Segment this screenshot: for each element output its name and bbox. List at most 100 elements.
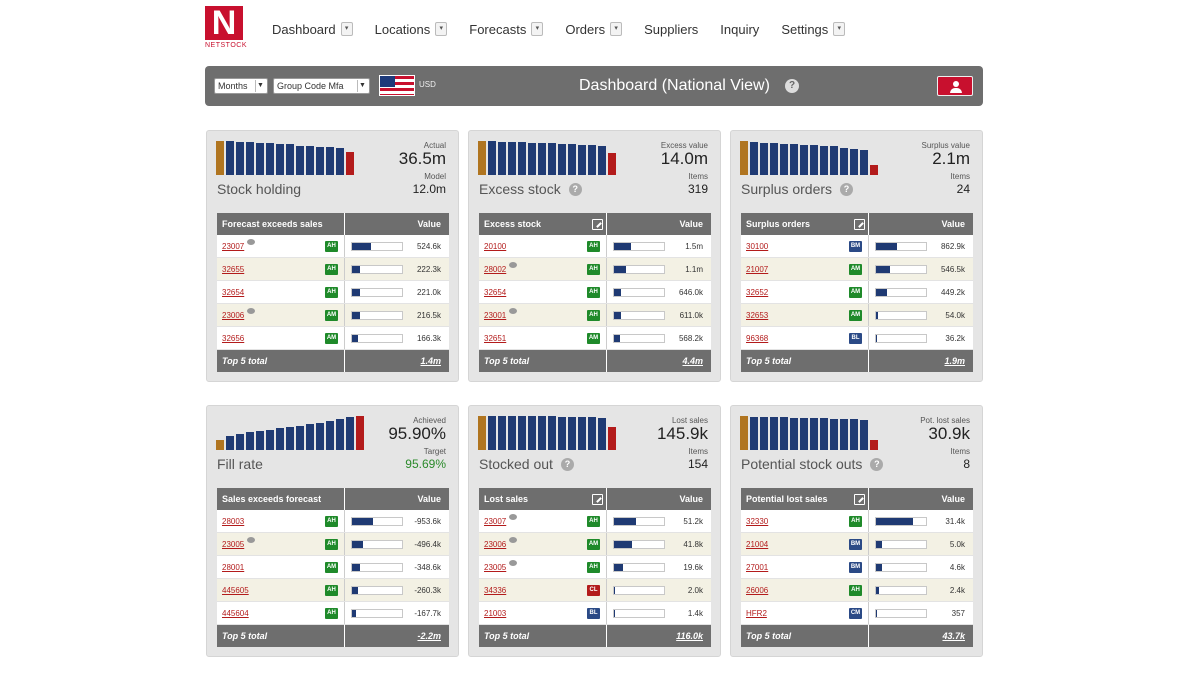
chevron-down-icon[interactable]: ▾ [435,22,448,36]
row-value: 41.8k [683,539,703,549]
chevron-down-icon[interactable]: ▾ [340,22,353,36]
help-icon[interactable]: ? [785,79,799,93]
item-code-link[interactable]: 20100 [484,241,507,251]
table-row: 21007 AM 546.5k [741,258,973,281]
comment-icon[interactable] [509,262,518,268]
edit-icon[interactable] [592,493,603,505]
value-bar [875,287,927,297]
item-code-link[interactable]: 445604 [222,608,249,618]
item-code-link[interactable]: 32330 [746,516,769,526]
value-bar [351,539,403,549]
item-code-link[interactable]: 445605 [222,585,249,595]
item-code-link[interactable]: 32654 [484,287,507,297]
table-row: 28002 AH 1.1m [479,258,711,281]
sparkline-bar [346,417,354,450]
nav-locations[interactable]: Locations ▾ [375,20,448,38]
chevron-down-icon[interactable]: ▾ [531,22,544,36]
row-value: 5.0k [949,539,965,549]
item-code-link[interactable]: 28002 [484,264,507,274]
item-code-link[interactable]: 27001 [746,562,769,572]
item-code-link[interactable]: 32656 [222,333,245,343]
comment-icon[interactable] [509,537,518,543]
item-code-link[interactable]: 23005 [484,562,507,572]
value-bar [613,287,665,297]
netstock-logo[interactable]: N NETSTOCK [205,6,247,54]
item-code-link[interactable]: 28003 [222,516,245,526]
table-row: 20100 AH 1.5m [479,235,711,258]
help-icon[interactable]: ? [840,182,854,196]
item-code-link[interactable]: 21007 [746,264,769,274]
potential-stock-outs-sparkline[interactable] [740,416,880,450]
item-code-link[interactable]: 23005 [222,539,245,549]
item-code-link[interactable]: 30100 [746,241,769,251]
row-value: 216.5k [416,310,441,320]
table-row: 32330 AH 31.4k [741,510,973,533]
sparkline-bar [870,165,878,175]
nav-orders[interactable]: Orders ▾ [565,20,623,38]
item-code-link[interactable]: 23006 [222,310,245,320]
total-value-link[interactable]: -2.2m [417,631,441,641]
item-code-link[interactable]: 26006 [746,585,769,595]
item-code-link[interactable]: 23007 [484,516,507,526]
comment-icon[interactable] [247,308,256,314]
sparkline-bar [800,145,808,175]
value-bar [351,241,403,251]
total-value-link[interactable]: 1.9m [944,356,965,366]
nav-settings[interactable]: Settings ▾ [781,20,846,38]
total-value-link[interactable]: 43.7k [942,631,965,641]
help-icon[interactable]: ? [568,182,582,196]
group-code-select[interactable]: Group Code Mfa ▼ [273,78,370,94]
comment-icon[interactable] [247,239,256,245]
total-value-link[interactable]: 4.4m [682,356,703,366]
stock-holding-sparkline[interactable] [216,141,356,175]
edit-icon[interactable] [854,218,865,230]
item-code-link[interactable]: 32655 [222,264,245,274]
item-code-link[interactable]: 23001 [484,310,507,320]
nav-inquiry[interactable]: Inquiry [720,20,759,38]
comment-icon[interactable] [509,308,518,314]
table-row: 32651 AM 568.2k [479,327,711,350]
fill-rate-sparkline[interactable] [216,416,366,450]
nav-forecasts[interactable]: Forecasts ▾ [469,20,544,38]
potential-stock-outs-table: Potential lost sales Value 32330 AH 31.4k 210… [741,488,973,647]
item-code-link[interactable]: 32654 [222,287,245,297]
item-code-link[interactable]: 32653 [746,310,769,320]
table-row: 32653 AM 54.0k [741,304,973,327]
us-flag-icon[interactable] [379,75,415,96]
nav-dashboard[interactable]: Dashboard ▾ [272,20,353,38]
user-button[interactable] [937,76,973,96]
nav-suppliers[interactable]: Suppliers [644,20,698,38]
surplus-orders-sparkline[interactable] [740,141,880,175]
sparkline-bar [810,418,818,450]
value-bar [351,608,403,618]
stocked-out-sparkline[interactable] [478,416,618,450]
period-select[interactable]: Months ▼ [214,78,268,94]
help-icon[interactable]: ? [870,457,884,471]
edit-icon[interactable] [592,218,603,230]
edit-icon[interactable] [854,493,865,505]
comment-icon[interactable] [509,560,518,566]
table-row: 23005 AH -496.4k [217,533,449,556]
item-code-link[interactable]: 34336 [484,585,507,595]
total-value-link[interactable]: 116.0k [676,631,703,641]
help-icon[interactable]: ? [560,457,574,471]
nav-label: Dashboard [272,21,336,37]
class-badge: AH [587,310,600,321]
total-value-link[interactable]: 1.4m [420,356,441,366]
sparkline-bar [316,423,324,450]
sparkline-bar [488,141,496,175]
item-code-link[interactable]: 21003 [484,608,507,618]
chevron-down-icon[interactable]: ▾ [833,22,846,36]
item-code-link[interactable]: 96368 [746,333,769,343]
item-code-link[interactable]: 23007 [222,241,245,251]
comment-icon[interactable] [509,514,518,520]
item-code-link[interactable]: 32651 [484,333,507,343]
item-code-link[interactable]: 21004 [746,539,769,549]
chevron-down-icon[interactable]: ▾ [610,22,623,36]
item-code-link[interactable]: 23006 [484,539,507,549]
comment-icon[interactable] [247,537,256,543]
item-code-link[interactable]: 32652 [746,287,769,297]
item-code-link[interactable]: HFR2 [746,608,767,618]
item-code-link[interactable]: 28001 [222,562,245,572]
excess-stock-sparkline[interactable] [478,141,618,175]
